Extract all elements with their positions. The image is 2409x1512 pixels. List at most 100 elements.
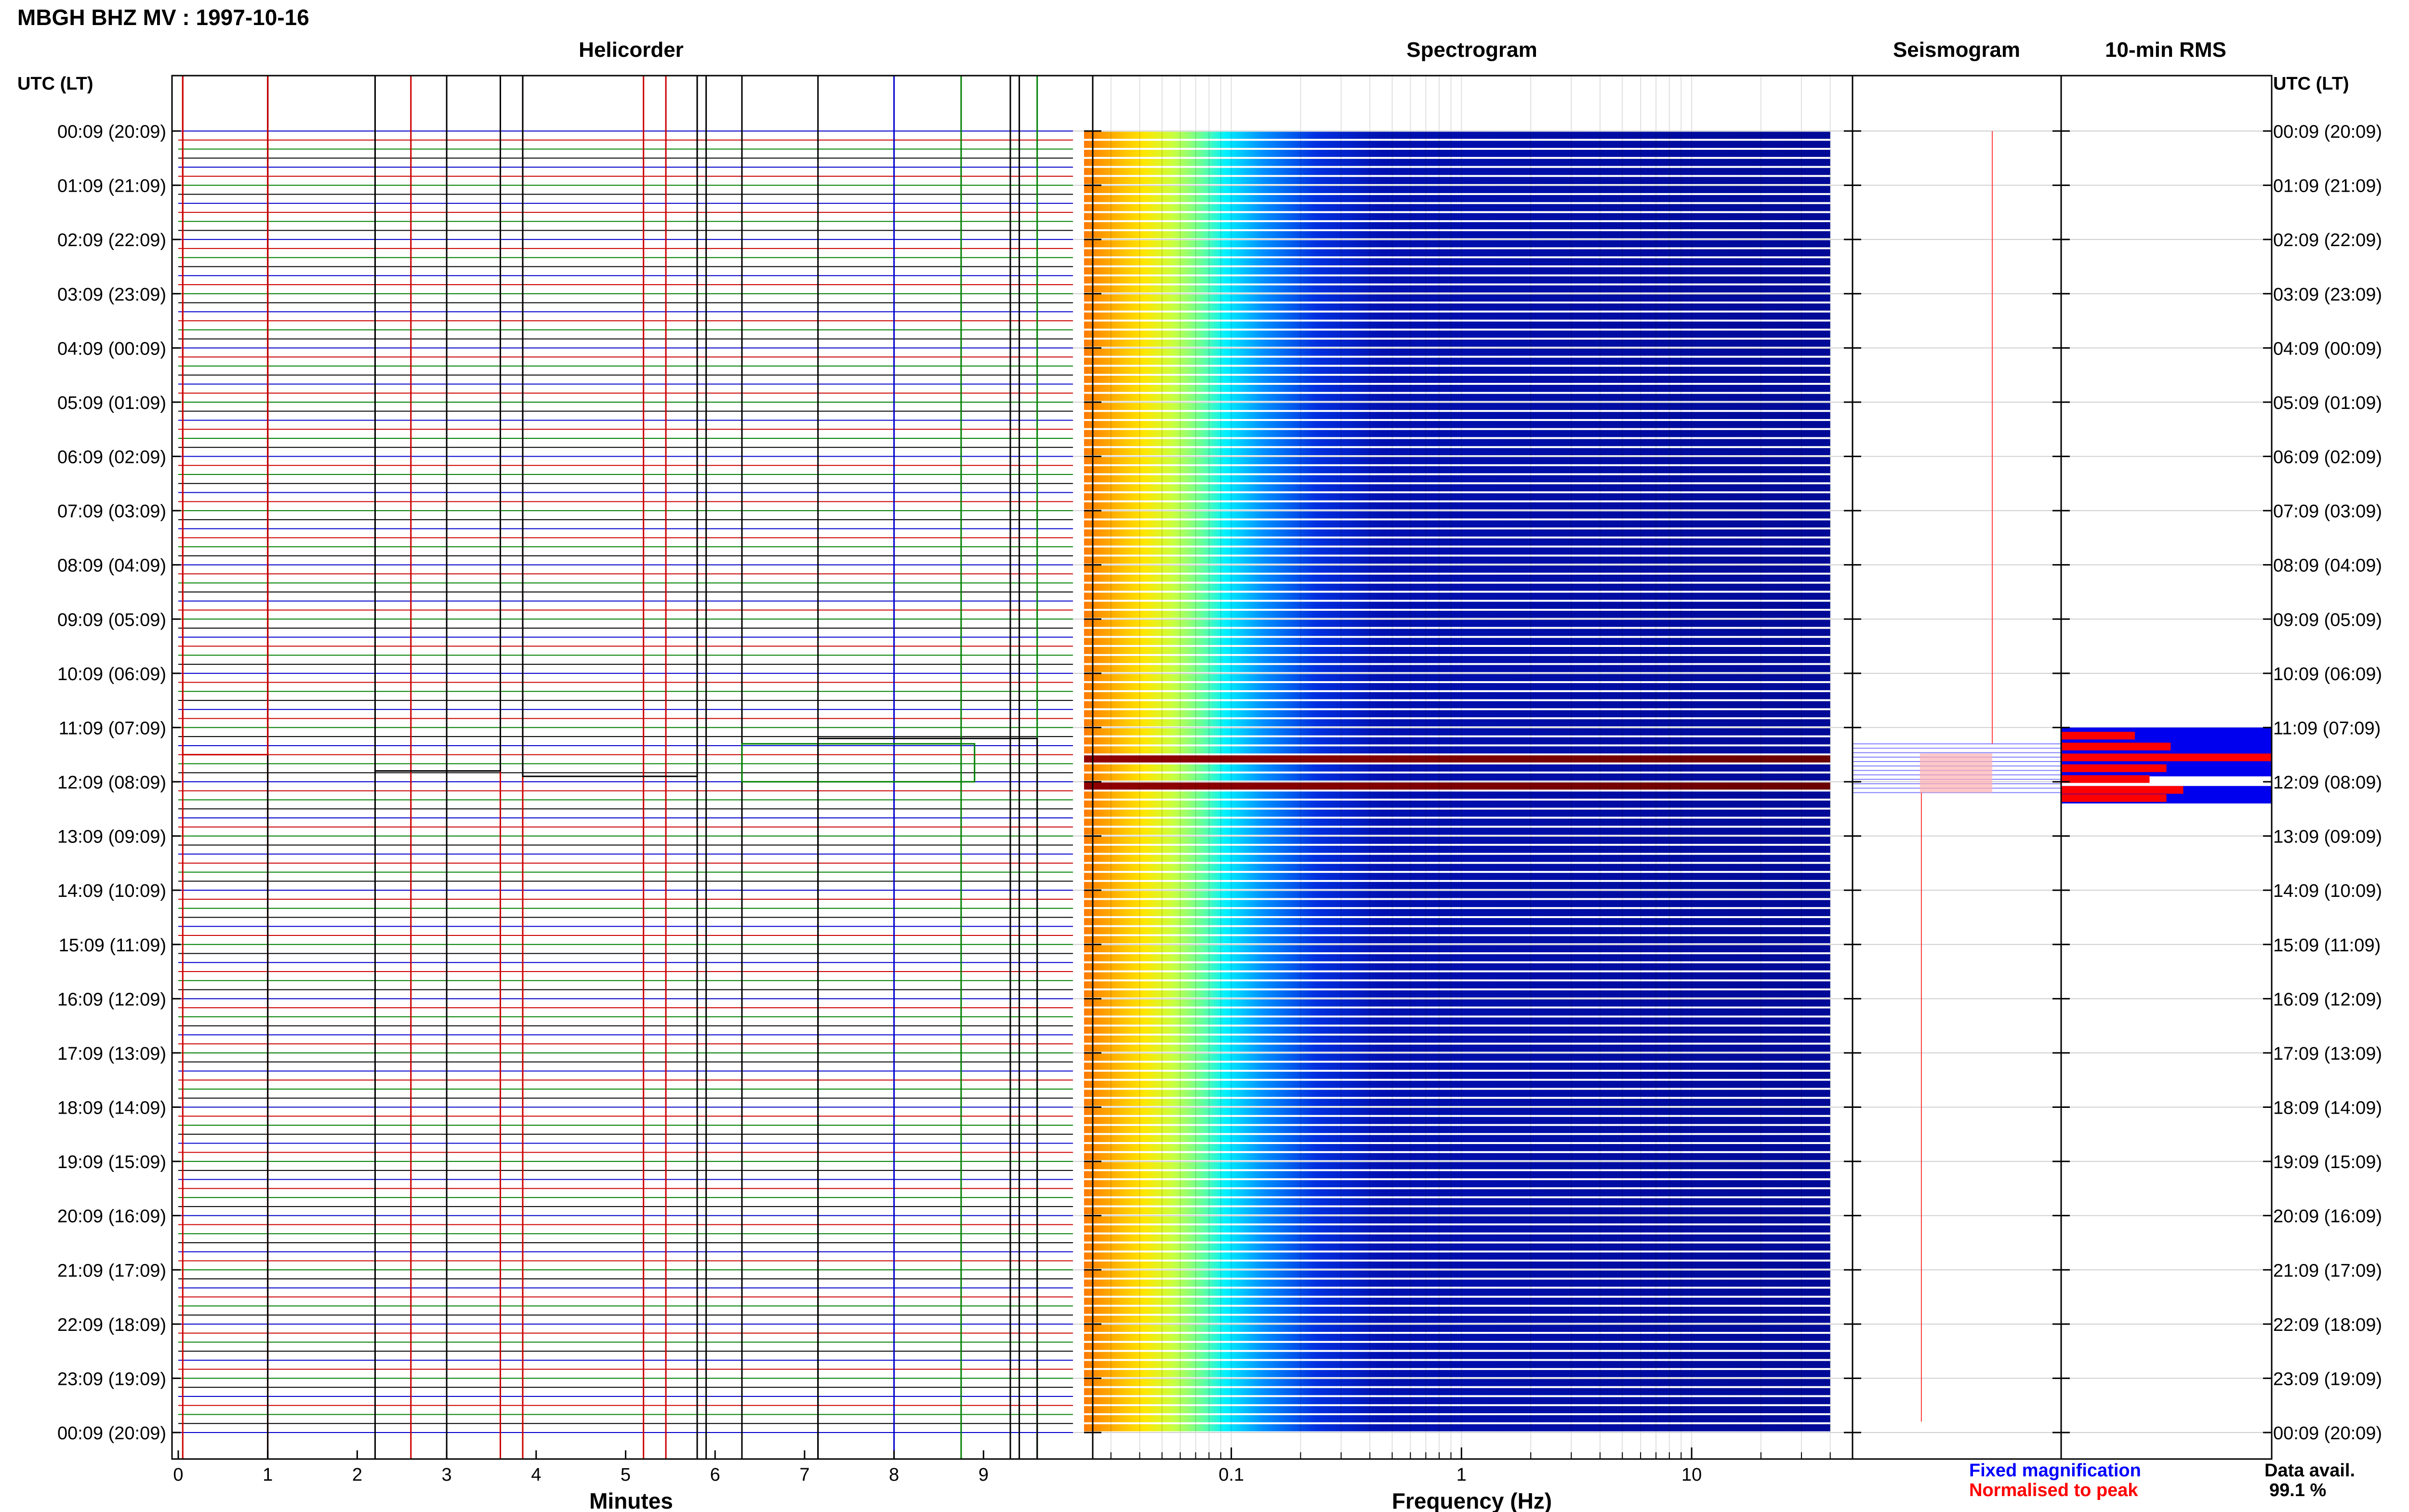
seismogram-title: Seismogram (1893, 38, 2020, 62)
spectrogram-row (1084, 1126, 1830, 1133)
x-tick-label-frequency: 0.1 (1218, 1465, 1244, 1485)
x-tick-label-minutes: 5 (621, 1465, 631, 1485)
spectrogram-row (1084, 801, 1830, 808)
y-tick-label-left: 17:09 (13:09) (57, 1044, 166, 1064)
spectrogram-row (1084, 439, 1830, 447)
y-tick-label-left: 01:09 (21:09) (57, 176, 166, 197)
spectrogram-row (1084, 1342, 1830, 1350)
y-tick-label-right: 10:09 (06:09) (2273, 664, 2382, 684)
y-tick-label-left: 08:09 (04:09) (57, 556, 166, 576)
x-tick-label-minutes: 1 (263, 1465, 273, 1485)
y-tick-label-right: 00:09 (20:09) (2273, 122, 2382, 142)
spectrogram-row (1084, 574, 1830, 582)
rms-normalised-bar (2061, 732, 2135, 740)
y-tick-label-right: 16:09 (12:09) (2273, 989, 2382, 1010)
spectrogram-row (1084, 746, 1830, 754)
spectrogram-row (1084, 782, 1830, 790)
legend-fixed-magnification: Fixed magnification (1969, 1460, 2141, 1481)
spectrogram-image (1084, 76, 1853, 1459)
spectrogram-row (1084, 1144, 1830, 1151)
y-tick-label-right: 08:09 (04:09) (2273, 556, 2382, 576)
spectrogram-row (1084, 1361, 1830, 1368)
y-tick-label-left: 22:09 (18:09) (57, 1315, 166, 1335)
x-tick-label-frequency: 1 (1456, 1465, 1467, 1485)
y-tick-label-right: 00:09 (20:09) (2273, 1423, 2382, 1444)
spectrogram-row (1084, 267, 1830, 275)
spectrogram-row (1084, 999, 1830, 1007)
spectrogram-row (1084, 249, 1830, 257)
spectrogram-row (1084, 728, 1830, 736)
y-tick-label-left: 05:09 (01:09) (57, 393, 166, 413)
spectrogram-row (1084, 168, 1830, 175)
y-tick-label-left: 00:09 (20:09) (57, 122, 166, 142)
data-avail-value: 99.1 % (2269, 1480, 2326, 1500)
spectrogram-row (1084, 583, 1830, 591)
y-tick-label-right: 18:09 (14:09) (2273, 1098, 2382, 1118)
spectrogram-row (1084, 340, 1830, 347)
spectrogram-row (1084, 1207, 1830, 1215)
spectrogram-row (1084, 918, 1830, 925)
legend-normalised-to-peak: Normalised to peak (1969, 1480, 2138, 1500)
spectrogram-row (1084, 186, 1830, 193)
y-tick-label-left: 07:09 (03:09) (57, 501, 166, 522)
spectrogram-row (1084, 204, 1830, 211)
spectrogram-row (1084, 1270, 1830, 1278)
spectrogram-row (1084, 629, 1830, 636)
spectrogram-row (1084, 1243, 1830, 1251)
spectrogram-row (1084, 864, 1830, 871)
spectrogram-row (1084, 665, 1830, 672)
spectrogram-row (1084, 1044, 1830, 1052)
helicorder-xlabel: Minutes (589, 1488, 673, 1512)
spectrogram-row (1084, 1406, 1830, 1413)
spectrogram-row (1084, 484, 1830, 492)
y-tick-label-right: 15:09 (11:09) (2273, 935, 2381, 956)
spectrogram-row (1084, 945, 1830, 953)
spectrogram-row (1084, 195, 1830, 202)
y-tick-label-left: 12:09 (08:09) (57, 773, 166, 793)
spectrogram-row (1084, 1108, 1830, 1115)
spectrogram-row (1084, 141, 1830, 148)
spectrogram-row (1084, 1261, 1830, 1269)
spectrogram-row (1084, 511, 1830, 519)
spectrogram-row (1084, 1379, 1830, 1386)
helicorder-saturation-box (817, 737, 1038, 1459)
x-tick-label-minutes: 6 (710, 1465, 720, 1485)
spectrogram-row (1084, 1080, 1830, 1088)
spectrogram-row (1084, 131, 1830, 139)
y-tick-label-left: 13:09 (09:09) (57, 827, 166, 847)
spectrogram-row (1084, 303, 1830, 311)
y-tick-label-right: 22:09 (18:09) (2273, 1315, 2382, 1335)
y-tick-label-right: 23:09 (19:09) (2273, 1369, 2382, 1389)
helicorder-traces (178, 76, 1073, 1459)
seismogram-normalised-block (1920, 753, 1992, 793)
spectrogram-row (1084, 837, 1830, 844)
spectrogram-row (1084, 1017, 1830, 1025)
spectrogram-row (1084, 1279, 1830, 1287)
spectrogram-row (1084, 828, 1830, 835)
spectrogram-row (1084, 394, 1830, 401)
spectrogram-row (1084, 674, 1830, 682)
y-tick-label-left: 09:09 (05:09) (57, 610, 166, 630)
spectrogram-row (1084, 556, 1830, 564)
spectrogram-row (1084, 1180, 1830, 1187)
spectrogram-row (1084, 764, 1830, 772)
spectrogram-row (1084, 1162, 1830, 1170)
y-tick-label-right: 05:09 (01:09) (2273, 393, 2382, 413)
y-tick-label-left: 00:09 (20:09) (57, 1423, 166, 1444)
y-tick-label-right: 19:09 (15:09) (2273, 1152, 2382, 1172)
spectrogram-row (1084, 1099, 1830, 1106)
spectrogram-row (1084, 855, 1830, 862)
y-tick-label-left: 21:09 (17:09) (57, 1261, 166, 1281)
spectrogram-row (1084, 1063, 1830, 1070)
spectrogram-row (1084, 1424, 1830, 1432)
spectrogram-row (1084, 1026, 1830, 1034)
y-tick-label-right: 20:09 (16:09) (2273, 1207, 2382, 1227)
spectrogram-row (1084, 1234, 1830, 1242)
x-tick-label-frequency: 10 (1681, 1465, 1702, 1485)
spectrogram-row (1084, 873, 1830, 880)
spectrogram-row (1084, 592, 1830, 600)
helicorder-saturation-box (522, 76, 698, 777)
spectrogram-row (1084, 881, 1830, 889)
x-tick-label-minutes: 2 (352, 1465, 362, 1485)
spectrogram-row (1084, 1035, 1830, 1043)
